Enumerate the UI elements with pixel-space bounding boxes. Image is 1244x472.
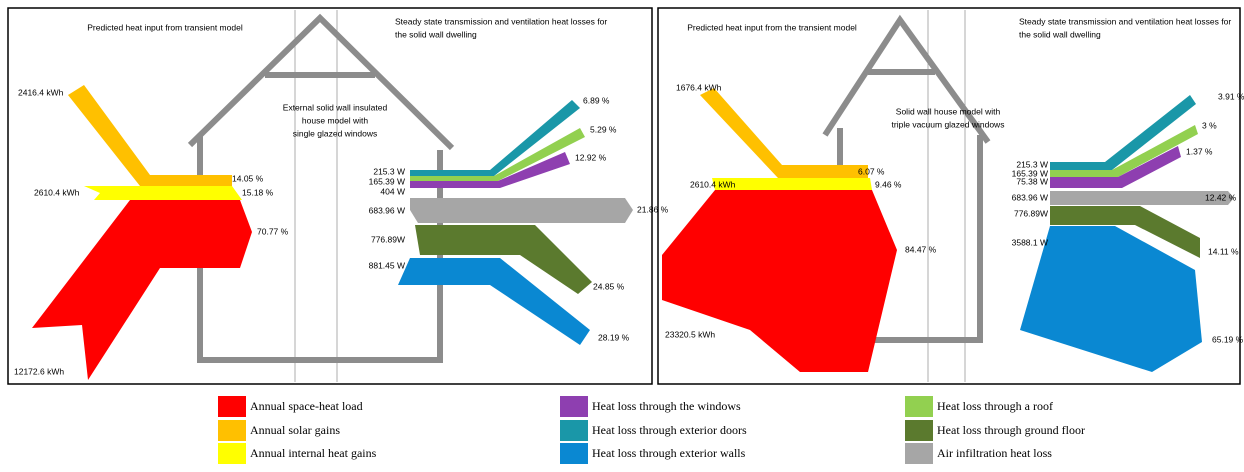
house-label: single glazed windows: [293, 128, 378, 138]
panel-frame: [7, 7, 653, 385]
loss-watts: 75.38 W: [1016, 176, 1048, 186]
loss-percent: 24.85 %: [593, 281, 625, 291]
legend: Annual space-heat load Annual solar gains…: [218, 396, 1085, 464]
house-roof: [822, 14, 991, 144]
loss-percent: 3 %: [1202, 120, 1217, 130]
legend-swatch: [905, 420, 933, 441]
legend-label: Annual space-heat load: [250, 399, 363, 413]
flow: [1050, 206, 1200, 258]
legend-swatch: [218, 443, 246, 464]
input-percent: 84.47 %: [905, 244, 937, 254]
flow: [1020, 226, 1202, 372]
input-percent: 6.07 %: [858, 166, 885, 176]
loss-watts: 683.96 W: [369, 205, 405, 215]
loss-percent: 28.19 %: [598, 332, 630, 342]
legend-label: Heat loss through the windows: [592, 399, 741, 413]
input-label: 1676.4 kWh: [676, 82, 722, 92]
loss-percent: 14.11 %: [1208, 246, 1239, 256]
loss-watts: 165.39 W: [1012, 168, 1048, 178]
flow: [712, 178, 872, 190]
panel-frame: [657, 7, 1241, 385]
loss-watts: 776.89W: [371, 234, 405, 244]
right-title: the solid wall dwelling: [395, 29, 477, 39]
left-title: Predicted heat input from the transient …: [687, 22, 857, 32]
input-label: 2416.4 kWh: [18, 87, 64, 97]
legend-swatch: [560, 420, 588, 441]
legend-label: Heat loss through a roof: [937, 399, 1053, 413]
flow: [1050, 125, 1198, 177]
right-title: Steady state transmission and ventilatio…: [1019, 16, 1231, 26]
flow: [662, 190, 897, 372]
loss-watts: 683.96 W: [1012, 192, 1048, 202]
input-percent: 15.18 %: [242, 187, 274, 197]
legend-swatch: [218, 420, 246, 441]
input-percent: 9.46 %: [875, 179, 902, 189]
loss-watts: 215.3 W: [373, 166, 405, 176]
flow: [1050, 146, 1181, 188]
legend-label: Heat loss through ground floor: [937, 423, 1085, 437]
loss-watts: 404 W: [380, 186, 405, 196]
left-title: Predicted heat input from transient mode…: [87, 22, 243, 32]
loss-watts: 881.45 W: [369, 260, 405, 270]
loss-percent: 21.86 %: [637, 204, 669, 214]
legend-swatch: [218, 396, 246, 417]
flow: [68, 85, 232, 186]
legend-label: Heat loss through exterior doors: [592, 423, 747, 437]
loss-watts: 776.89W: [1014, 208, 1048, 218]
legend-swatch: [905, 443, 933, 464]
legend-label: Annual internal heat gains: [250, 446, 377, 460]
flow: [410, 198, 633, 223]
loss-watts: 165.39 W: [369, 176, 405, 186]
input-percent: 14.05 %: [232, 173, 264, 183]
flow: [415, 225, 592, 294]
input-percent: 70.77 %: [257, 226, 289, 236]
flow: [410, 152, 570, 188]
loss-percent: 65.19 %: [1212, 334, 1244, 344]
flow: [398, 258, 590, 345]
loss-watts: 215.3 W: [1016, 159, 1048, 169]
flow: [1050, 95, 1196, 170]
flow: [32, 200, 252, 380]
legend-swatch: [905, 396, 933, 417]
legend-label: Air infiltration heat loss: [937, 446, 1052, 460]
loss-watts: 3588.1 W: [1012, 237, 1048, 247]
house-roof: [187, 13, 455, 151]
loss-percent: 3.91 %: [1218, 91, 1244, 101]
flow: [410, 128, 585, 181]
flow: [84, 186, 242, 200]
legend-label: Heat loss through exterior walls: [592, 446, 746, 460]
labels: Predicted heat input from transient mode…: [14, 16, 1244, 376]
legend-label: Annual solar gains: [250, 423, 340, 437]
legend-swatch: [560, 443, 588, 464]
input-label: 12172.6 kWh: [14, 366, 64, 376]
flow: [700, 88, 868, 178]
right-title: the solid wall dwelling: [1019, 29, 1101, 39]
loss-percent: 5.29 %: [590, 124, 617, 134]
input-label: 2610.4 kWh: [34, 187, 80, 197]
input-label: 2610.4 kWh: [690, 179, 736, 189]
house-label: triple vacuum glazed windows: [892, 119, 1005, 129]
legend-swatch: [560, 396, 588, 417]
loss-percent: 12.92 %: [575, 152, 607, 162]
house-label: External solid wall insulated: [283, 102, 388, 112]
house-label: Solid wall house model with: [896, 106, 1001, 116]
loss-percent: 1.37 %: [1186, 146, 1213, 156]
loss-percent: 12.42 %: [1205, 192, 1237, 202]
flow: [1050, 191, 1234, 205]
right-title: Steady state transmission and ventilatio…: [395, 16, 607, 26]
input-label: 23320.5 kWh: [665, 329, 715, 339]
loss-percent: 6.89 %: [583, 95, 610, 105]
house-label: house model with: [302, 115, 368, 125]
flows: [32, 85, 1234, 380]
